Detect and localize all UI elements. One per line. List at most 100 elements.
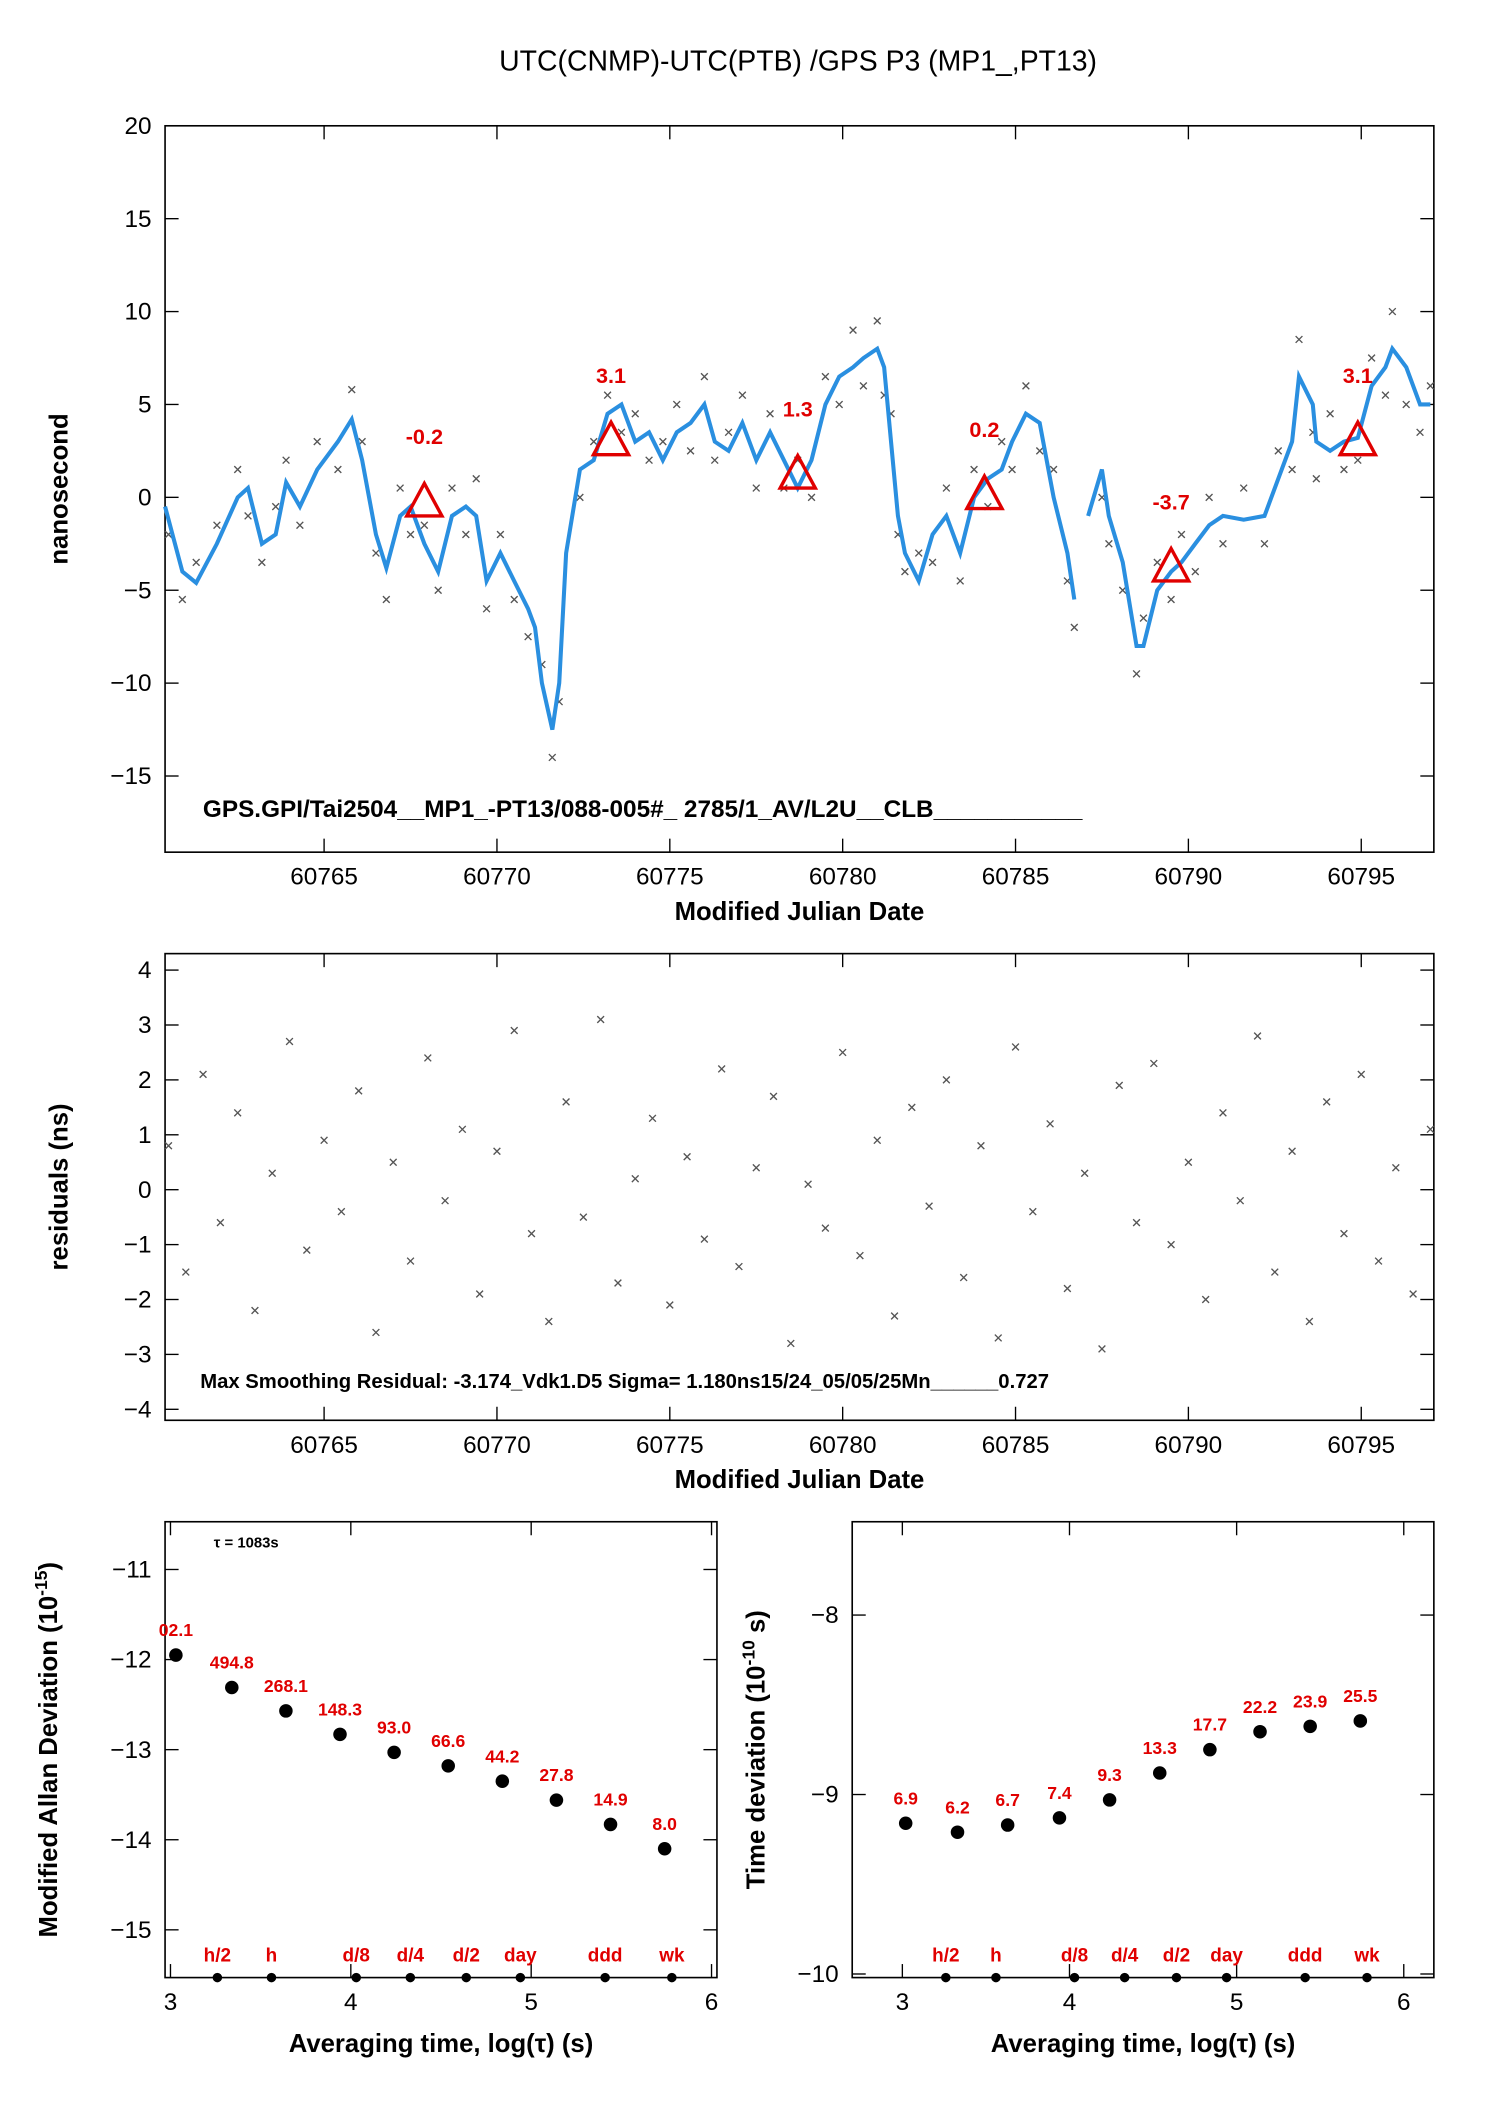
- cross-point: [1274, 447, 1283, 455]
- point-label: 02.1: [159, 1620, 193, 1640]
- cross-point: [1049, 465, 1058, 474]
- x-axis-label: Averaging time, log(τ) (s): [289, 2030, 594, 2058]
- tau-marker: [351, 1972, 361, 1983]
- cross-point: [1270, 1268, 1279, 1276]
- cross-point: [482, 604, 491, 613]
- cross-point: [406, 530, 415, 539]
- dot-point: [1353, 1714, 1368, 1728]
- cross-point: [320, 1136, 328, 1145]
- cross-point: [510, 595, 519, 604]
- tau-marker-label: ddd: [1288, 1945, 1323, 1966]
- cross-point: [233, 1108, 242, 1117]
- x-tick-label: 60770: [463, 1432, 531, 1459]
- point-label: 27.8: [539, 1765, 573, 1785]
- tau-marker: [991, 1972, 1001, 1983]
- cross-point: [994, 1334, 1003, 1342]
- cross-point: [1288, 1147, 1296, 1156]
- tau-marker-label: h/2: [932, 1945, 959, 1966]
- cross-point: [738, 391, 747, 400]
- cross-point: [382, 595, 391, 604]
- annotation: Max Smoothing Residual: -3.174_Vdk1.D5 S…: [200, 1371, 1049, 1393]
- cross-point: [233, 465, 242, 474]
- cross-point: [1219, 539, 1227, 548]
- cross-point: [347, 385, 356, 394]
- y-axis-label-part: -10: [738, 1640, 758, 1666]
- cross-point: [434, 586, 443, 595]
- y-tick-label: 10: [124, 299, 151, 326]
- cross-point: [458, 1125, 467, 1134]
- cross-point: [213, 521, 221, 530]
- x-tick-label: 3: [896, 1989, 910, 2016]
- marker-label: 3.1: [596, 363, 626, 388]
- y-tick-label: −4: [124, 1396, 152, 1423]
- dot-point: [1152, 1766, 1167, 1780]
- y-axis-label-part: Time deviation (10: [742, 1666, 770, 1890]
- x-tick-label: 4: [344, 1989, 358, 2016]
- dot-point: [1052, 1811, 1067, 1825]
- dot-point: [898, 1816, 913, 1831]
- point-label: 22.2: [1243, 1697, 1277, 1717]
- x-tick-label: 60790: [1155, 1432, 1223, 1459]
- cross-point: [1340, 465, 1348, 474]
- x-tick-label: 60775: [636, 864, 704, 891]
- tau-marker: [1221, 1972, 1232, 1983]
- dot-point: [1000, 1818, 1015, 1832]
- dot-point: [441, 1759, 455, 1773]
- x-tick-label: 5: [524, 1989, 538, 2016]
- cross-point: [548, 753, 557, 762]
- y-axis-label-part: Modified Allan Deviation (10: [35, 1596, 63, 1938]
- tau-marker-label: ddd: [588, 1945, 623, 1966]
- y-tick-label: −5: [124, 577, 152, 604]
- y-axis-label-part: s): [742, 1610, 770, 1640]
- cross-point: [181, 1268, 190, 1276]
- cross-point: [1153, 558, 1162, 567]
- x-tick-label: 60770: [463, 864, 531, 891]
- cross-point: [268, 1169, 277, 1178]
- cross-point: [178, 595, 187, 604]
- cross-point: [496, 530, 505, 539]
- cross-point: [510, 1026, 519, 1035]
- cross-point: [1098, 1345, 1106, 1353]
- cross-point: [890, 1312, 899, 1320]
- cross-point: [296, 521, 304, 530]
- y-tick-label: 3: [138, 1012, 152, 1039]
- tau-marker-label: d/8: [343, 1945, 370, 1966]
- y-axis-label-part: ): [35, 1562, 63, 1571]
- cross-point: [665, 1301, 674, 1309]
- x-tick-label: 60795: [1327, 864, 1395, 891]
- y-tick-label: 4: [138, 957, 152, 984]
- point-label: 17.7: [1193, 1715, 1227, 1735]
- x-tick-label: 6: [705, 1989, 719, 2016]
- cross-point: [1115, 1081, 1124, 1090]
- point-label: 44.2: [485, 1746, 519, 1766]
- y-tick-label: 0: [138, 1177, 152, 1204]
- y-tick-label: −15: [110, 1917, 151, 1944]
- tau-marker-label: wk: [1353, 1945, 1380, 1966]
- cross-point: [1374, 1257, 1383, 1265]
- cross-point: [396, 484, 405, 492]
- cross-point: [1149, 1059, 1158, 1068]
- dot-point: [1203, 1742, 1217, 1757]
- cross-point: [1353, 456, 1362, 465]
- cross-point: [1367, 354, 1376, 362]
- tau-marker: [667, 1972, 677, 1983]
- x-tick-label: 60785: [982, 1432, 1050, 1459]
- cross-point: [1046, 1119, 1054, 1128]
- cross-point: [192, 558, 201, 567]
- cross-point: [472, 474, 481, 483]
- y-tick-label: −14: [110, 1827, 151, 1854]
- marker-label: 1.3: [783, 396, 813, 421]
- y-tick-label: −11: [112, 1557, 151, 1584]
- tau-marker: [266, 1972, 277, 1983]
- cross-point: [659, 437, 667, 446]
- dot-point: [657, 1841, 672, 1856]
- point-label: 93.0: [377, 1717, 411, 1737]
- dot-point: [225, 1680, 239, 1695]
- cross-point: [856, 1251, 864, 1260]
- cross-point: [1236, 1196, 1245, 1205]
- y-tick-label: −13: [110, 1737, 151, 1764]
- cross-point: [835, 400, 844, 409]
- cross-point: [821, 1224, 830, 1232]
- cross-point: [1416, 428, 1424, 437]
- tau-marker: [515, 1972, 526, 1983]
